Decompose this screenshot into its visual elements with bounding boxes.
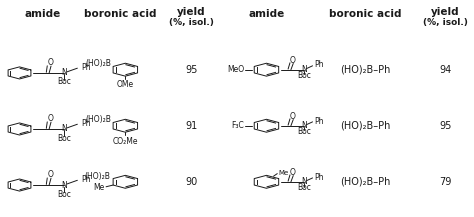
Text: N: N [61, 125, 67, 133]
Text: Ph: Ph [314, 117, 324, 125]
Text: 91: 91 [185, 121, 197, 131]
Text: MeO: MeO [227, 65, 244, 74]
Text: 94: 94 [439, 65, 451, 75]
Text: N: N [301, 177, 307, 186]
Text: N: N [61, 181, 67, 189]
Text: (HO)₂B–Ph: (HO)₂B–Ph [340, 65, 391, 75]
Text: Ph: Ph [81, 175, 91, 184]
Text: CO₂Me: CO₂Me [113, 136, 138, 146]
Text: 95: 95 [185, 65, 197, 75]
Text: 79: 79 [439, 177, 451, 187]
Text: Boc: Boc [57, 77, 71, 87]
Text: boronic acid: boronic acid [84, 9, 157, 19]
Text: yield: yield [431, 7, 459, 17]
Text: Ph: Ph [81, 63, 91, 72]
Text: Boc: Boc [57, 190, 71, 199]
Text: OMe: OMe [117, 81, 134, 89]
Text: Boc: Boc [297, 183, 311, 192]
Text: amide: amide [25, 9, 61, 19]
Text: (%, isol.): (%, isol.) [423, 18, 468, 27]
Text: O: O [47, 114, 53, 123]
Text: amide: amide [248, 9, 284, 19]
Text: O: O [47, 58, 53, 67]
Text: Me: Me [278, 170, 289, 176]
Text: 95: 95 [439, 121, 451, 131]
Text: Boc: Boc [297, 71, 311, 80]
Text: Me: Me [93, 183, 105, 192]
Text: O: O [290, 168, 296, 177]
Text: Ph: Ph [314, 61, 324, 69]
Text: (HO)₂B: (HO)₂B [85, 115, 111, 124]
Text: F₃C: F₃C [231, 121, 244, 130]
Text: (HO)₂B–Ph: (HO)₂B–Ph [340, 177, 391, 187]
Text: N: N [301, 121, 307, 130]
Text: (%, isol.): (%, isol.) [169, 18, 214, 27]
Text: yield: yield [177, 7, 206, 17]
Text: O: O [290, 112, 296, 121]
Text: 90: 90 [185, 177, 197, 187]
Text: Boc: Boc [57, 133, 71, 143]
Text: O: O [290, 56, 296, 65]
Text: (HO)₂B: (HO)₂B [84, 172, 110, 181]
Text: N: N [301, 65, 307, 74]
Text: (HO)₂B: (HO)₂B [85, 59, 111, 68]
Text: O: O [47, 170, 53, 179]
Text: boronic acid: boronic acid [329, 9, 401, 19]
Text: Boc: Boc [297, 127, 311, 136]
Text: (HO)₂B–Ph: (HO)₂B–Ph [340, 121, 391, 131]
Text: N: N [61, 68, 67, 77]
Text: Ph: Ph [314, 173, 324, 182]
Text: Ph: Ph [81, 119, 91, 128]
